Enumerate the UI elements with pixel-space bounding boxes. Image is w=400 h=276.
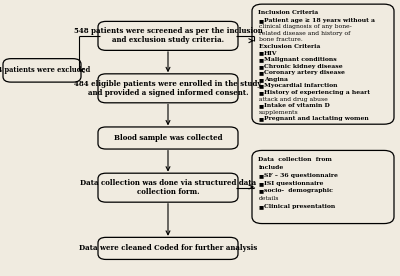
Text: bone fracture.: bone fracture. <box>259 38 303 43</box>
Text: related disease and history of: related disease and history of <box>259 31 350 36</box>
Text: Data  collection  from: Data collection from <box>258 157 332 162</box>
Text: ■: ■ <box>259 83 264 89</box>
Text: ■: ■ <box>259 181 264 186</box>
Text: Angina: Angina <box>264 77 288 82</box>
Text: ■: ■ <box>259 57 264 62</box>
FancyBboxPatch shape <box>98 127 238 149</box>
FancyBboxPatch shape <box>252 4 394 124</box>
Text: Chronic kidney disease: Chronic kidney disease <box>264 64 343 69</box>
Text: include: include <box>259 165 284 170</box>
Text: details: details <box>259 196 279 201</box>
FancyBboxPatch shape <box>98 22 238 50</box>
Text: Data collection was done via structured data
collection form.: Data collection was done via structured … <box>80 179 256 196</box>
Text: Patient age ≥ 18 years without a: Patient age ≥ 18 years without a <box>264 18 375 23</box>
Text: Exclusion Criteria: Exclusion Criteria <box>259 44 320 49</box>
FancyBboxPatch shape <box>252 150 394 224</box>
Text: ■: ■ <box>259 173 264 178</box>
Text: socio-  demographic: socio- demographic <box>264 189 333 193</box>
Text: ISI questionnaire: ISI questionnaire <box>264 181 323 186</box>
Text: Myocardial infarction: Myocardial infarction <box>264 83 338 89</box>
Text: Data were cleaned Coded for further analysis: Data were cleaned Coded for further anal… <box>79 245 257 252</box>
FancyBboxPatch shape <box>98 74 238 103</box>
Text: ■: ■ <box>259 90 264 95</box>
Text: Inclusion Criteria: Inclusion Criteria <box>258 10 318 15</box>
Text: History of experiencing a heart: History of experiencing a heart <box>264 90 370 95</box>
Text: ■: ■ <box>259 70 264 75</box>
Text: 64 patients were excluded: 64 patients were excluded <box>0 67 91 74</box>
Text: 484 eligible patients were enrolled in the study
and provided a signed informed : 484 eligible patients were enrolled in t… <box>74 80 262 97</box>
Text: ■: ■ <box>259 204 264 209</box>
Text: ■: ■ <box>259 64 264 69</box>
Text: ■: ■ <box>259 103 264 108</box>
Text: Pregnant and lactating women: Pregnant and lactating women <box>264 116 369 121</box>
FancyBboxPatch shape <box>98 173 238 202</box>
Text: Intake of vitamin D: Intake of vitamin D <box>264 103 330 108</box>
Text: ■: ■ <box>259 51 264 55</box>
FancyBboxPatch shape <box>3 59 81 82</box>
Text: HIV: HIV <box>264 51 278 55</box>
Text: Coronary artery disease: Coronary artery disease <box>264 70 345 75</box>
Text: ■: ■ <box>259 189 264 193</box>
Text: Malignant conditions: Malignant conditions <box>264 57 337 62</box>
Text: ■: ■ <box>259 77 264 82</box>
Text: Blood sample was collected: Blood sample was collected <box>114 134 222 142</box>
Text: supplements: supplements <box>259 110 298 115</box>
Text: clinical diagnosis of any bone-: clinical diagnosis of any bone- <box>259 24 352 29</box>
Text: attack and drug abuse: attack and drug abuse <box>259 97 328 102</box>
Text: 548 patients were screened as per the inclusion
and exclusion study criteria.: 548 patients were screened as per the in… <box>74 27 262 44</box>
Text: ■: ■ <box>259 116 264 121</box>
FancyBboxPatch shape <box>98 237 238 259</box>
Text: ■: ■ <box>259 18 264 23</box>
Text: Clinical presentation: Clinical presentation <box>264 204 335 209</box>
Text: SF – 36 questionnaire: SF – 36 questionnaire <box>264 173 338 178</box>
